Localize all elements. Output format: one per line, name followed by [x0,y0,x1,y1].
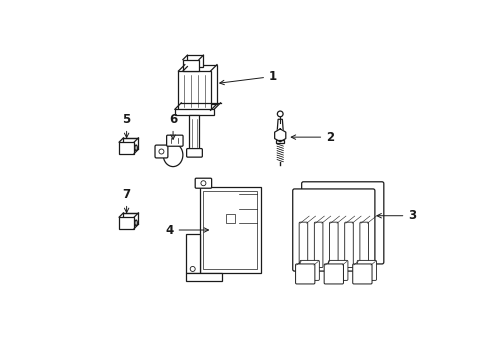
FancyBboxPatch shape [314,222,322,267]
Text: 5: 5 [122,113,130,138]
FancyBboxPatch shape [292,189,374,271]
Ellipse shape [135,145,137,150]
Ellipse shape [135,220,137,226]
FancyBboxPatch shape [186,149,202,157]
FancyBboxPatch shape [352,264,371,284]
FancyBboxPatch shape [328,260,347,280]
Text: 1: 1 [219,70,277,85]
FancyBboxPatch shape [329,222,337,267]
Polygon shape [274,129,285,142]
FancyBboxPatch shape [200,187,260,273]
Text: 6: 6 [168,113,177,139]
Polygon shape [276,119,283,134]
FancyBboxPatch shape [295,264,314,284]
Text: 7: 7 [122,188,130,212]
FancyBboxPatch shape [184,64,217,104]
Bar [119,142,134,154]
Bar [185,273,222,281]
Ellipse shape [163,143,183,167]
FancyBboxPatch shape [299,222,307,267]
Circle shape [277,111,283,117]
Text: 4: 4 [165,224,208,237]
FancyBboxPatch shape [324,264,343,284]
Bar [225,214,234,223]
FancyBboxPatch shape [300,260,319,280]
Circle shape [201,181,205,186]
FancyBboxPatch shape [155,145,167,158]
Bar [203,191,257,269]
FancyBboxPatch shape [301,182,383,264]
FancyBboxPatch shape [166,135,183,146]
Bar [276,140,284,143]
Bar [123,138,138,149]
Bar [189,115,199,151]
Circle shape [159,149,163,154]
FancyBboxPatch shape [183,60,199,71]
Circle shape [190,266,195,271]
FancyBboxPatch shape [195,178,211,188]
Bar [119,217,134,229]
FancyBboxPatch shape [356,260,376,280]
Bar [175,109,214,115]
FancyBboxPatch shape [344,222,352,267]
Text: 3: 3 [376,209,416,222]
FancyBboxPatch shape [359,222,367,267]
Bar [123,213,138,224]
FancyBboxPatch shape [178,71,210,111]
Bar [185,234,200,273]
FancyBboxPatch shape [187,55,203,67]
Text: 2: 2 [291,131,334,144]
